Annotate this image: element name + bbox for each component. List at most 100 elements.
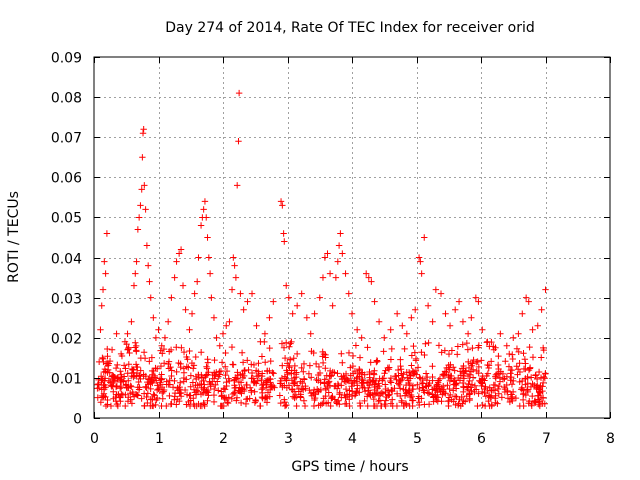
data-point <box>361 397 368 405</box>
data-point <box>388 345 395 353</box>
data-point <box>112 383 120 391</box>
data-point <box>378 389 385 397</box>
data-point <box>387 326 394 333</box>
data-point <box>150 314 157 321</box>
data-point <box>204 234 211 241</box>
data-point <box>230 361 237 368</box>
data-point <box>165 358 173 365</box>
data-point <box>419 384 426 391</box>
data-point <box>98 302 105 309</box>
data-point <box>300 368 307 375</box>
data-point <box>458 365 466 372</box>
data-point <box>292 371 300 378</box>
data-point <box>157 379 164 386</box>
data-point <box>391 372 399 380</box>
data-point <box>339 376 346 383</box>
data-point <box>540 373 547 381</box>
data-point <box>349 352 357 360</box>
data-point <box>157 362 165 370</box>
data-point <box>140 349 148 356</box>
data-point <box>466 395 473 402</box>
data-point <box>327 402 334 410</box>
data-point <box>415 254 423 261</box>
data-point <box>472 294 480 301</box>
data-point <box>97 326 104 333</box>
data-point <box>399 322 406 329</box>
data-point <box>513 345 521 352</box>
data-point <box>435 342 443 349</box>
data-point <box>447 375 455 382</box>
data-point <box>387 356 395 363</box>
data-point <box>379 390 387 398</box>
data-point <box>175 250 183 257</box>
data-point <box>211 356 218 364</box>
data-point <box>307 330 314 337</box>
data-point <box>490 343 497 350</box>
data-point <box>203 214 210 221</box>
data-point <box>219 330 227 337</box>
data-point <box>200 377 207 385</box>
data-point <box>161 334 169 341</box>
data-point <box>491 387 499 394</box>
data-point <box>192 382 199 389</box>
data-point <box>146 375 153 382</box>
data-point <box>166 348 173 355</box>
data-point <box>169 384 177 391</box>
data-point <box>201 401 208 408</box>
data-point <box>451 367 458 374</box>
data-point <box>382 397 389 404</box>
data-point <box>182 306 189 313</box>
data-point <box>490 346 498 354</box>
data-point <box>248 387 255 394</box>
x-axis-title: GPS time / hours <box>291 459 408 475</box>
data-point <box>344 377 352 384</box>
data-point <box>160 345 168 353</box>
data-point <box>124 346 132 353</box>
data-point <box>178 344 185 351</box>
data-point <box>95 384 103 392</box>
y-tick-label: 0.05 <box>51 211 82 227</box>
data-point <box>243 381 250 389</box>
data-point <box>356 354 364 361</box>
data-point <box>495 382 503 390</box>
data-point <box>270 370 277 377</box>
data-point <box>364 344 371 351</box>
data-point <box>183 363 190 370</box>
data-point <box>526 365 534 372</box>
data-point <box>451 393 459 400</box>
data-point <box>369 377 376 385</box>
data-point <box>389 402 396 410</box>
data-point <box>120 362 128 369</box>
data-point <box>529 380 536 388</box>
data-point <box>283 376 290 384</box>
data-point <box>416 401 423 409</box>
data-point <box>448 347 456 354</box>
data-point <box>220 394 228 401</box>
data-point <box>403 330 411 337</box>
data-point <box>151 392 158 399</box>
data-point <box>220 385 228 392</box>
data-point <box>406 393 414 401</box>
data-point <box>127 382 134 390</box>
data-point <box>364 402 371 410</box>
data-point <box>138 395 145 402</box>
data-point <box>455 400 462 407</box>
data-point <box>144 262 152 269</box>
data-point <box>520 365 528 373</box>
data-point <box>469 374 477 381</box>
data-point <box>397 362 404 370</box>
data-point <box>142 206 149 213</box>
data-point <box>459 341 466 348</box>
data-point <box>474 402 481 410</box>
data-point <box>258 393 266 401</box>
data-point <box>230 254 237 261</box>
data-point <box>471 382 479 389</box>
data-point <box>186 402 194 410</box>
data-point <box>376 397 384 404</box>
data-point <box>442 390 449 397</box>
data-point <box>154 382 161 389</box>
data-point <box>484 387 491 395</box>
data-point <box>361 371 368 378</box>
data-point <box>146 358 153 365</box>
data-point <box>519 310 526 317</box>
